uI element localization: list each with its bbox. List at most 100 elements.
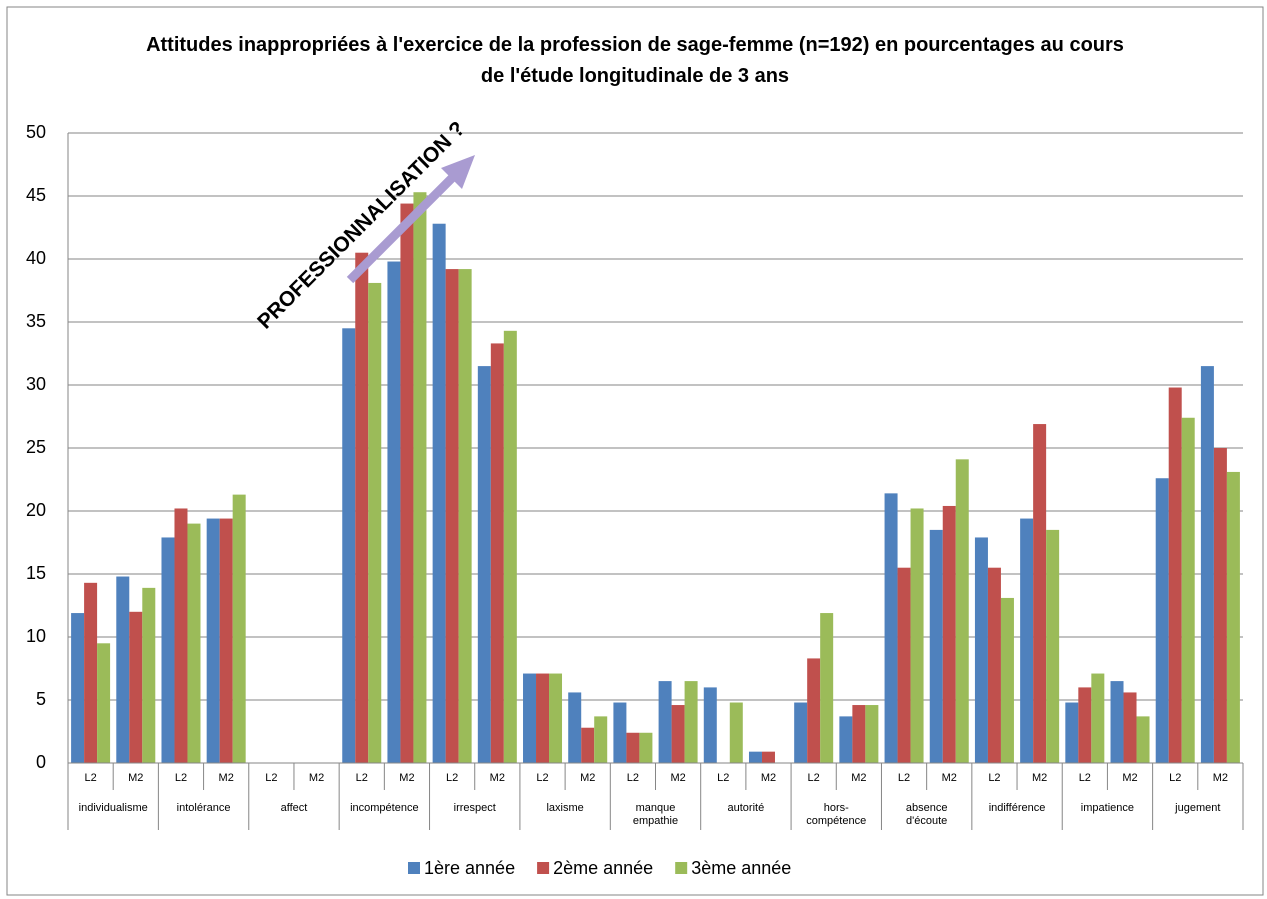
x-tick-label: M2 [1032,772,1047,784]
bar [929,529,943,763]
bar [1213,448,1227,763]
x-tick-label: L2 [536,772,548,784]
group-label: irrespect [453,802,496,814]
x-tick-label: M2 [1213,772,1228,784]
x-tick-label: M2 [851,772,866,784]
x-tick-label: M2 [942,772,957,784]
x-tick-label: M2 [219,772,234,784]
bar [84,582,98,763]
y-tick-label: 50 [26,122,46,142]
bar [748,751,762,763]
bar [1000,597,1014,763]
annotation-arrowhead [441,155,475,189]
bar [219,518,233,763]
bar [684,681,698,763]
x-tick-label: L2 [808,772,820,784]
x-tick-label: M2 [490,772,505,784]
group-label: jugement [1175,802,1221,814]
group-label: manque empathie [632,802,679,827]
bar [174,508,188,763]
bar [1155,478,1169,763]
bar [1168,387,1182,763]
bar [1110,681,1124,763]
bar [142,587,156,763]
bar [1091,673,1105,763]
bar [839,716,853,763]
bar [1065,702,1079,763]
x-tick-label: L2 [265,772,277,784]
bar [1200,366,1214,763]
x-tick-label: M2 [309,772,324,784]
bar [1033,424,1047,763]
chart-frame [6,6,1264,896]
bar [536,673,550,763]
x-tick-label: M2 [761,772,776,784]
y-tick-label: 10 [26,626,46,646]
x-tick-label: L2 [1079,772,1091,784]
legend-swatch [408,862,420,874]
bar [1078,687,1092,763]
y-tick-label: 0 [36,752,46,772]
bar [581,727,595,763]
group-label: autorité [727,802,765,814]
x-tick-label: M2 [580,772,595,784]
bar [503,330,517,763]
group-label: affect [280,802,308,814]
bar [368,282,382,763]
y-tick-label: 30 [26,374,46,394]
y-tick-label: 35 [26,311,46,331]
group-label: impatience [1080,802,1134,814]
bar [1123,692,1137,763]
group-label: laxisme [546,802,584,814]
bar [897,567,911,763]
bar [400,203,414,763]
bar [523,673,537,763]
legend-label: 1ère année [424,858,515,878]
group-label: intolérance [176,802,231,814]
x-tick-label: M2 [128,772,143,784]
group-label: incompétence [350,802,419,814]
y-tick-label: 45 [26,185,46,205]
y-tick-label: 25 [26,437,46,457]
legend-swatch [675,862,688,874]
chart-title: Attitudes inappropriées à l'exercice de … [146,34,1124,87]
bar [639,732,653,763]
bar [658,681,672,763]
group-label: absence d'écoute [905,802,948,827]
bar [820,613,834,763]
bar [342,328,356,763]
legend-swatch [537,862,550,874]
group-label: indifférence [988,802,1046,814]
bar [703,687,717,763]
bar [161,537,175,763]
bar [807,658,821,763]
bar [490,343,504,763]
x-tick-label: M2 [399,772,414,784]
bar [974,537,988,763]
bar [761,751,775,763]
bar [71,613,85,763]
bar [206,518,220,763]
bar [852,705,866,763]
bar [671,705,685,763]
x-tick-label: L2 [717,772,729,784]
bar [187,523,201,763]
legend-label: 2ème année [553,858,653,878]
bar [355,252,369,763]
bar [955,459,969,763]
group-label: hors-compétence [806,802,867,827]
bar [97,643,111,763]
bar [942,505,956,763]
x-tick-label: L2 [84,772,96,784]
bar [413,192,427,764]
bar [432,223,446,764]
bar [1020,518,1034,763]
bar [549,673,563,763]
bar [794,702,808,763]
bar [626,732,640,763]
x-tick-label: L2 [627,772,639,784]
x-tick-label: L2 [988,772,1000,784]
bar [729,702,743,763]
